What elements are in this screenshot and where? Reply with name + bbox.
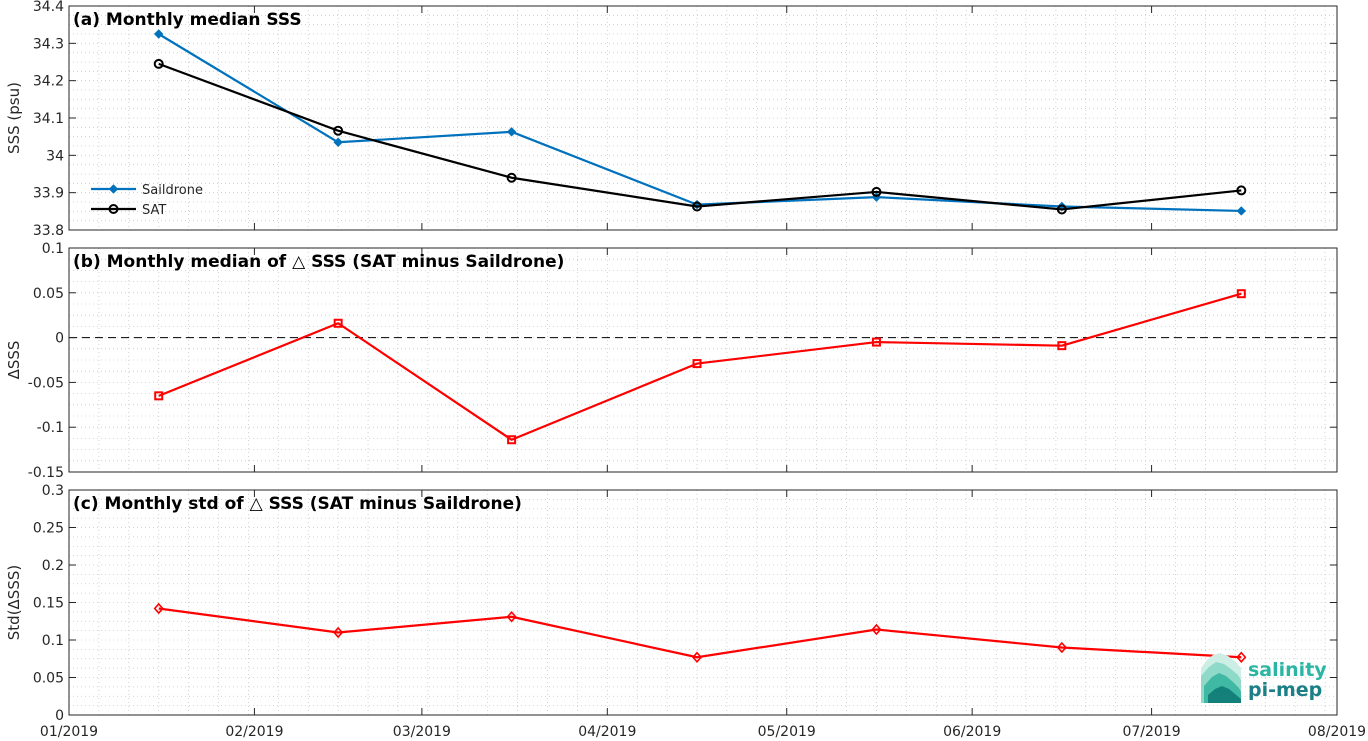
panel-a-ytick-label: 33.9 (33, 186, 64, 202)
panel-b-series-0-point (1057, 341, 1067, 351)
panel-b-ytick-label: 0.05 (33, 286, 64, 302)
panel-b-ytick-label: -0.15 (28, 465, 64, 481)
panel-c-title: (c) Monthly std of △ SSS (SAT minus Sail… (73, 494, 522, 514)
panel-b-series-0-point (507, 435, 517, 445)
panel-a-ytick-label: 34.1 (33, 111, 64, 127)
panel-a-series-0-point (333, 137, 343, 147)
legend-1-marker (108, 204, 119, 214)
panel-c-plot-area (69, 490, 1337, 715)
panel-c-ytick-label: 0.1 (42, 633, 64, 649)
logo-text-pi-mep: pi-mep (1248, 679, 1322, 701)
panel-a: 33.8 33.9 34 34.1 34.2 34.3 34.4 SSS (psu) (a) M… (5, 0, 1338, 239)
panel-a-ytick-label: 34.3 (33, 36, 64, 52)
panel-c-xtick-label: 04/2019 (578, 724, 636, 740)
salinity-pi-mep-logo: salinity pi-mep (1201, 653, 1327, 703)
panels: 33.8 33.9 34 34.1 34.2 34.3 34.4 SSS (psu) (a) M… (5, 0, 1366, 740)
panel-a-series-0-point (154, 29, 164, 39)
panel-c-series-0-point (506, 611, 517, 623)
panel-a-plot-area (69, 6, 1337, 230)
panel-c-grid (69, 490, 1337, 715)
panel-c-xtick-label: 02/2019 (225, 724, 283, 740)
panel-a-series-1-point (1236, 185, 1247, 196)
panel-b-series-0-line (158, 292, 1242, 441)
panel-b-grid (69, 248, 1337, 472)
wave-logo-icon (1201, 653, 1241, 703)
panel-c-xtick-label: 06/2019 (943, 724, 1001, 740)
panel-c-ytick-label: 0.2 (42, 558, 64, 574)
panel-b-ytick-label: 0 (55, 331, 64, 347)
panel-a-title: (a) Monthly median SSS (73, 10, 302, 30)
panel-b-axes-box (68, 247, 1338, 473)
panel-c: 0 0.05 0.1 0.15 0.2 0.25 0.3 01/2019 02/2019 03/2… (5, 483, 1366, 740)
panel-c-series-0-point (1236, 651, 1247, 663)
panel-a-series-1 (153, 58, 1247, 215)
panel-a-ytick-label: 34.4 (33, 0, 64, 15)
panel-a-ytick-label: 33.8 (33, 223, 64, 239)
panel-c-series-0-point (333, 626, 344, 639)
panel-b-ytick-label: 0.1 (42, 241, 64, 257)
panel-a-ytick-label: 34.2 (33, 74, 64, 90)
panel-a-series-1-point (333, 125, 344, 136)
panel-b-ytick-label: -0.05 (28, 375, 64, 391)
panel-b-series-0-point (333, 318, 343, 328)
panel-c-series-0-point (1056, 641, 1067, 654)
panel-c-ytick-label: 0.05 (33, 671, 64, 687)
panel-b-ylabel: ΔSSS (5, 341, 23, 380)
panel-a-series-0 (154, 29, 1247, 216)
panel-a-series-1-point (1056, 204, 1067, 215)
panel-a-legend: Saildrone SAT (91, 183, 203, 218)
panel-a-series-1-line (158, 62, 1242, 211)
panel-c-series-0 (153, 602, 1247, 663)
panel-c-xtick-label: 01/2019 (40, 724, 98, 740)
panel-c-xtick-label: 07/2019 (1122, 724, 1180, 740)
panel-c-series-0-point (153, 602, 164, 615)
panel-c-xtick-label: 03/2019 (393, 724, 451, 740)
panel-a-series-1-point (692, 201, 703, 212)
panel-a-series-0-point (506, 127, 517, 137)
panel-b-series-0-point (154, 391, 164, 401)
panel-a-series-1-point (506, 172, 517, 183)
panel-b-series-0-point (692, 359, 702, 369)
panel-a-ytick-label: 34 (46, 148, 64, 164)
panel-c-xtick-label: 08/2019 (1308, 724, 1366, 740)
panel-c-ytick-label: 0.15 (33, 596, 64, 612)
panel-c-ytick-label: 0.25 (33, 521, 64, 537)
panel-a-series-1-point (871, 186, 882, 197)
panel-b-title: (b) Monthly median of △ SSS (SAT minus S… (73, 252, 564, 272)
panel-b-series-0 (154, 289, 1246, 445)
panel-b-series-0-point (871, 337, 881, 347)
panel-c-series-0-point (871, 623, 882, 636)
panel-b-ytick-label: -0.1 (37, 420, 64, 436)
panel-c-ytick-label: 0 (55, 708, 64, 724)
legend-0-marker (108, 184, 119, 194)
panel-a-ylabel: SSS (psu) (5, 82, 23, 154)
panel-c-ytick-label: 0.3 (42, 483, 64, 499)
panel-c-ylabel: Std(ΔSSS) (5, 565, 23, 640)
panel-c-series-0-point (691, 651, 703, 663)
panel-c-series-0-line (158, 607, 1242, 659)
logo-text-salinity: salinity (1248, 659, 1327, 681)
panel-a-series-0-point (1236, 206, 1247, 216)
panel-a-grid (69, 6, 1337, 230)
legend-1-label: SAT (142, 203, 166, 218)
panel-c-xtick-label: 05/2019 (758, 724, 816, 740)
panel-a-series-1-point (153, 58, 164, 69)
panel-b: -0.15 -0.1 -0.05 0 0.05 0.1 ΔSSS (b) Monthly me… (5, 241, 1338, 481)
panel-b-plot-area (69, 248, 1337, 472)
panel-b-series-0-point (1236, 289, 1246, 299)
legend-0-label: Saildrone (142, 183, 203, 198)
